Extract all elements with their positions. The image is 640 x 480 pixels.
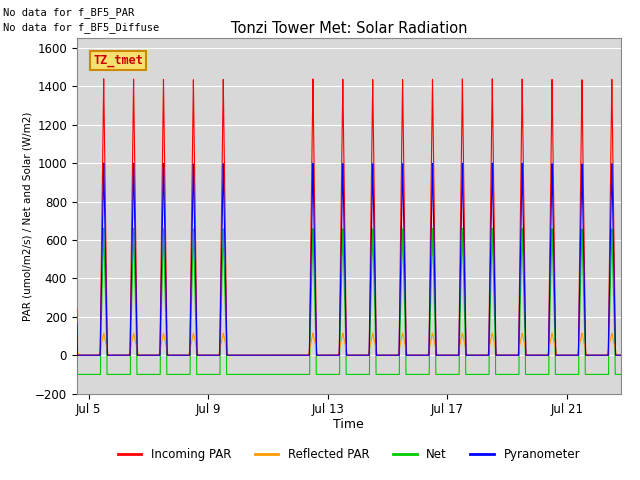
Text: No data for f_BF5_Diffuse: No data for f_BF5_Diffuse [3,22,159,33]
Y-axis label: PAR (umol/m2/s) / Net and Solar (W/m2): PAR (umol/m2/s) / Net and Solar (W/m2) [22,111,32,321]
Legend: Incoming PAR, Reflected PAR, Net, Pyranometer: Incoming PAR, Reflected PAR, Net, Pyrano… [113,444,585,466]
Text: No data for f_BF5_PAR: No data for f_BF5_PAR [3,7,134,18]
Text: TZ_tmet: TZ_tmet [93,54,143,67]
X-axis label: Time: Time [333,418,364,431]
Title: Tonzi Tower Met: Solar Radiation: Tonzi Tower Met: Solar Radiation [230,21,467,36]
